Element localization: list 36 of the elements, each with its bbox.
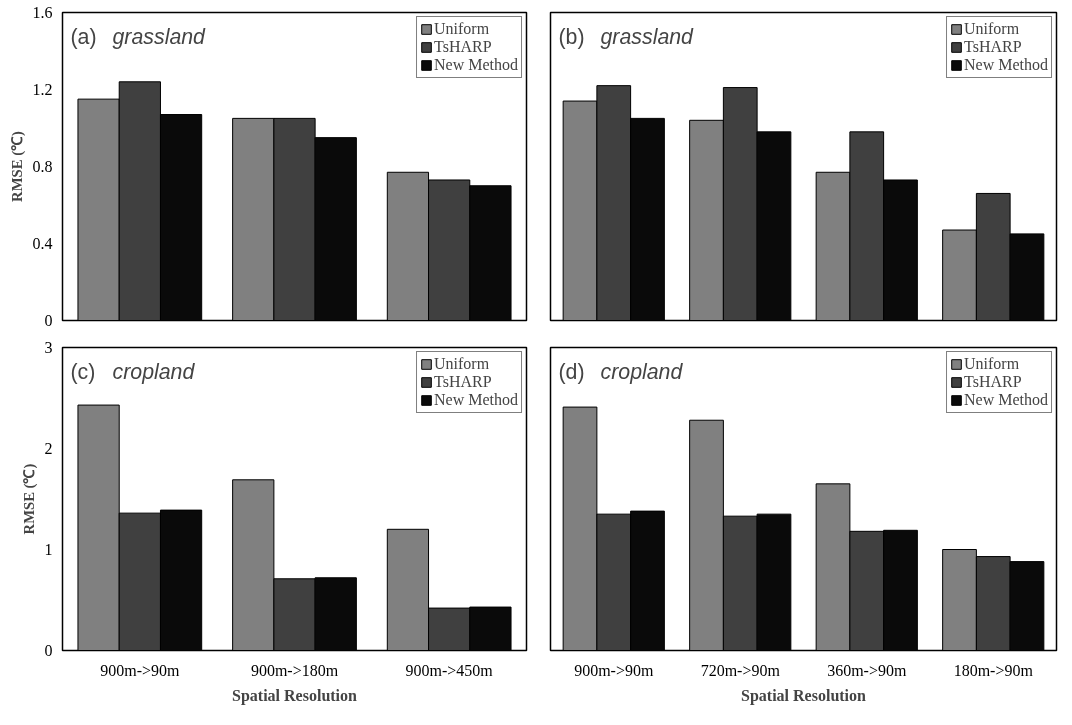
legend-label: Uniform — [964, 20, 1020, 38]
annotation: (c) cropland — [70, 359, 196, 384]
y-tick-label: 0 — [44, 312, 53, 329]
y-tick-label: 0.4 — [32, 235, 53, 252]
legend-label: Uniform — [434, 20, 490, 38]
legend-label: TsHARP — [964, 373, 1022, 391]
x-tick-label: 900m->450m — [405, 661, 494, 679]
y-tick-label: 0 — [44, 642, 53, 659]
legend-label: New Method — [964, 391, 1048, 409]
y-axis-title: RMSE (℃) — [8, 131, 26, 202]
y-tick-label: 2 — [44, 440, 53, 457]
y-tick-label: 0.8 — [32, 158, 53, 175]
x-tick-label: 180m->90m — [953, 661, 1034, 679]
y-tick-label: 1.2 — [32, 81, 53, 98]
x-tick-label: 720m->90m — [700, 661, 781, 679]
annotation: (d) cropland — [558, 359, 684, 384]
legend-label: New Method — [434, 391, 518, 409]
x-axis-title: Spatial Resolution — [741, 686, 867, 705]
legend-label: Uniform — [434, 355, 490, 373]
legend-label: TsHARP — [964, 38, 1022, 56]
x-tick-label: 900m->90m — [100, 661, 181, 679]
annotation: (a) grassland — [70, 24, 207, 49]
x-axis-title: Spatial Resolution — [232, 686, 358, 705]
y-tick-label: 1.6 — [32, 4, 53, 21]
legend-label: New Method — [964, 56, 1048, 74]
legend-label: New Method — [434, 56, 518, 74]
x-tick-label: 360m->90m — [827, 661, 907, 679]
y-axis-title: RMSE (℃) — [20, 463, 38, 535]
x-tick-label: 900m->90m — [574, 661, 654, 679]
legend-label: TsHARP — [434, 373, 492, 391]
x-tick-label: 900m->180m — [250, 661, 339, 679]
annotation: (b) grassland — [558, 24, 695, 49]
legend-label: TsHARP — [434, 38, 492, 56]
y-tick-label: 3 — [44, 339, 53, 356]
legend-label: Uniform — [964, 355, 1020, 373]
y-tick-label: 1 — [44, 541, 53, 558]
